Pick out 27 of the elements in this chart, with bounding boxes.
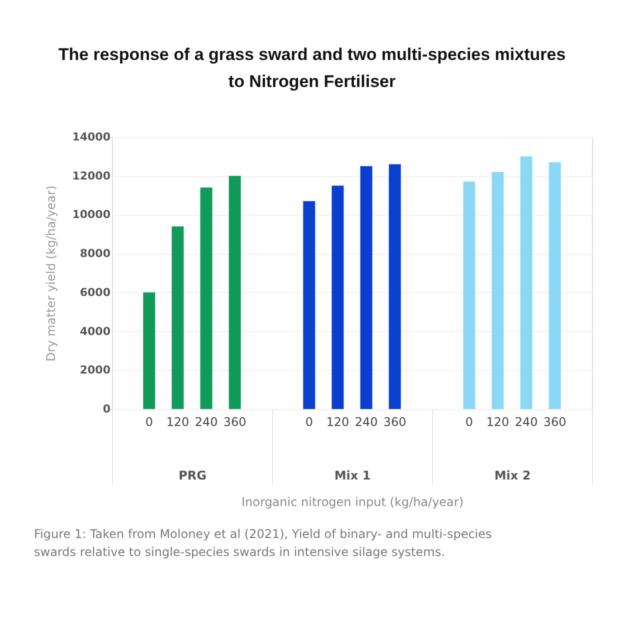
text: 120 bbox=[486, 415, 510, 429]
text: 0 bbox=[305, 415, 313, 429]
text: 120 bbox=[326, 415, 350, 429]
text: 240 bbox=[354, 415, 378, 429]
x-tick-label: PRG bbox=[178, 468, 206, 482]
series-label: 240 bbox=[514, 415, 538, 429]
y-tick-label: 4000 bbox=[80, 324, 111, 338]
text: 360 bbox=[543, 415, 566, 429]
y-tick-label: 8000 bbox=[80, 247, 111, 260]
chart-title: The response of a grass sward and two multi-species mixtures to Nitrogen Fertiliser bbox=[58, 45, 566, 91]
y-axis-title: Dry matter yield (kg/ha/year) bbox=[44, 185, 58, 362]
series-label: 360 bbox=[223, 415, 246, 429]
series-label: 0 bbox=[145, 415, 153, 429]
caption: Figure 1: Taken from Moloney et al (2021), Yield of binary- and multi-species swards relative to single-species swards in intensive silage systems. bbox=[34, 527, 492, 559]
y-tick-label: 6000 bbox=[80, 286, 111, 299]
text: 0 bbox=[465, 415, 473, 429]
y-tick-label: 10000 bbox=[72, 208, 111, 222]
text: 360 bbox=[383, 415, 406, 429]
x-tick-label: Mix 2 bbox=[494, 468, 531, 482]
text: 240 bbox=[194, 415, 218, 429]
y-tick-label: 0 bbox=[102, 402, 111, 416]
x-tick-label: Mix 1 bbox=[334, 468, 371, 482]
y-tick-label: 14000 bbox=[72, 130, 111, 144]
y-tick-label: 12000 bbox=[72, 169, 111, 182]
x-axis-title: Inorganic nitrogen input (kg/ha/year) bbox=[241, 495, 464, 509]
y-tick-label: 2000 bbox=[80, 364, 111, 377]
series-label: 120 bbox=[166, 415, 190, 429]
